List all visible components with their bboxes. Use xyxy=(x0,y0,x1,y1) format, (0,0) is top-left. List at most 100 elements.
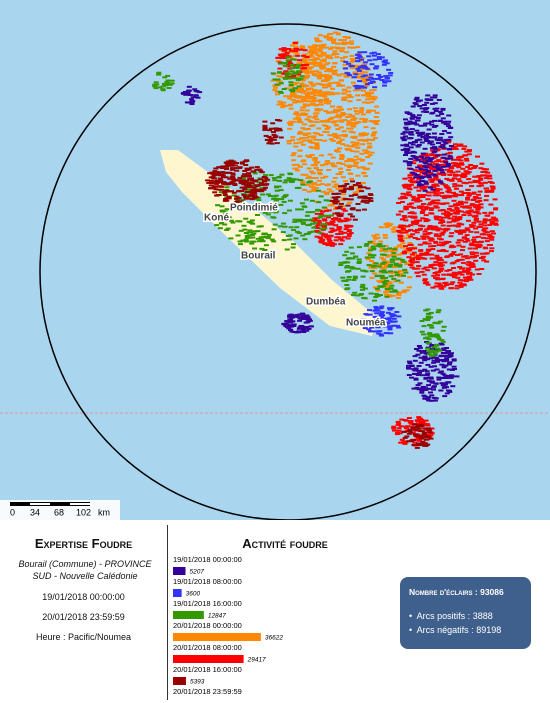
strike xyxy=(301,90,307,92)
strike xyxy=(432,146,438,149)
strike xyxy=(341,43,347,46)
strike xyxy=(402,177,408,180)
strike xyxy=(479,174,485,177)
strike xyxy=(440,209,446,211)
strike xyxy=(448,376,454,379)
strike xyxy=(410,259,415,262)
strike xyxy=(237,166,243,169)
strike xyxy=(244,235,250,238)
strike xyxy=(294,94,299,97)
strike xyxy=(369,92,374,95)
strike xyxy=(474,268,480,271)
strike xyxy=(435,148,441,151)
strike xyxy=(363,66,369,69)
strike xyxy=(424,251,430,254)
strike xyxy=(354,150,360,153)
strike xyxy=(322,223,328,226)
strike xyxy=(380,262,386,265)
strike xyxy=(326,199,332,202)
strike xyxy=(332,201,338,204)
strike xyxy=(444,392,450,395)
strike xyxy=(341,193,347,196)
strike xyxy=(381,261,387,264)
strike xyxy=(412,141,417,143)
strike xyxy=(309,92,315,95)
strike xyxy=(283,54,289,57)
strike xyxy=(206,181,212,184)
strike xyxy=(434,277,440,280)
strike xyxy=(426,313,432,316)
strike xyxy=(439,370,444,373)
strike xyxy=(427,332,433,335)
strike xyxy=(340,276,346,279)
strike xyxy=(302,219,308,221)
strike xyxy=(425,232,431,235)
strike xyxy=(407,243,413,246)
strike xyxy=(385,77,390,79)
strike xyxy=(426,176,432,179)
strike xyxy=(438,181,444,184)
strike xyxy=(392,429,397,432)
strike xyxy=(157,86,163,89)
strike xyxy=(331,40,336,43)
strike xyxy=(211,177,217,180)
strike xyxy=(482,246,488,249)
strike xyxy=(370,95,375,98)
strike xyxy=(371,89,377,92)
strike xyxy=(325,62,331,65)
strike xyxy=(461,147,467,150)
strike xyxy=(258,236,264,239)
strike xyxy=(424,228,430,231)
strike xyxy=(440,195,446,198)
strike xyxy=(193,90,199,92)
strike xyxy=(426,380,432,383)
strike xyxy=(351,279,357,281)
strike xyxy=(484,187,490,190)
strike xyxy=(388,332,394,335)
strike xyxy=(259,171,265,174)
strike xyxy=(317,216,323,219)
strike xyxy=(245,236,250,239)
strike xyxy=(492,217,498,220)
strike xyxy=(287,199,293,202)
strike xyxy=(343,187,349,190)
strike xyxy=(281,101,287,104)
strike xyxy=(454,163,460,165)
strike xyxy=(459,230,465,233)
location: Bourail (Commune) - PROVINCE SUD - Nouve… xyxy=(18,559,152,581)
strike xyxy=(395,257,401,260)
strike xyxy=(376,280,382,283)
strike xyxy=(306,181,312,184)
strike xyxy=(428,209,434,211)
strike xyxy=(343,228,349,231)
strike xyxy=(220,174,226,177)
strike xyxy=(369,89,375,92)
strike xyxy=(373,319,379,322)
strike xyxy=(243,217,249,220)
strike xyxy=(371,77,377,80)
strike xyxy=(449,244,455,247)
strike xyxy=(291,325,297,327)
strike xyxy=(412,441,418,444)
strike xyxy=(363,126,369,129)
strike xyxy=(248,181,254,184)
strike xyxy=(262,249,268,251)
strike xyxy=(337,84,343,86)
strike xyxy=(428,171,434,174)
strike xyxy=(412,355,418,358)
strike xyxy=(222,213,228,216)
strike xyxy=(463,157,469,160)
strike xyxy=(425,319,431,321)
strike xyxy=(269,142,275,145)
strike xyxy=(283,324,289,327)
strike xyxy=(425,398,431,401)
strike xyxy=(407,194,413,197)
strike xyxy=(236,190,241,193)
strike xyxy=(352,107,358,110)
strike xyxy=(257,240,262,243)
strike xyxy=(288,329,293,331)
strike xyxy=(349,67,355,70)
strike xyxy=(382,248,388,251)
strike xyxy=(343,180,348,183)
strike xyxy=(430,350,436,352)
